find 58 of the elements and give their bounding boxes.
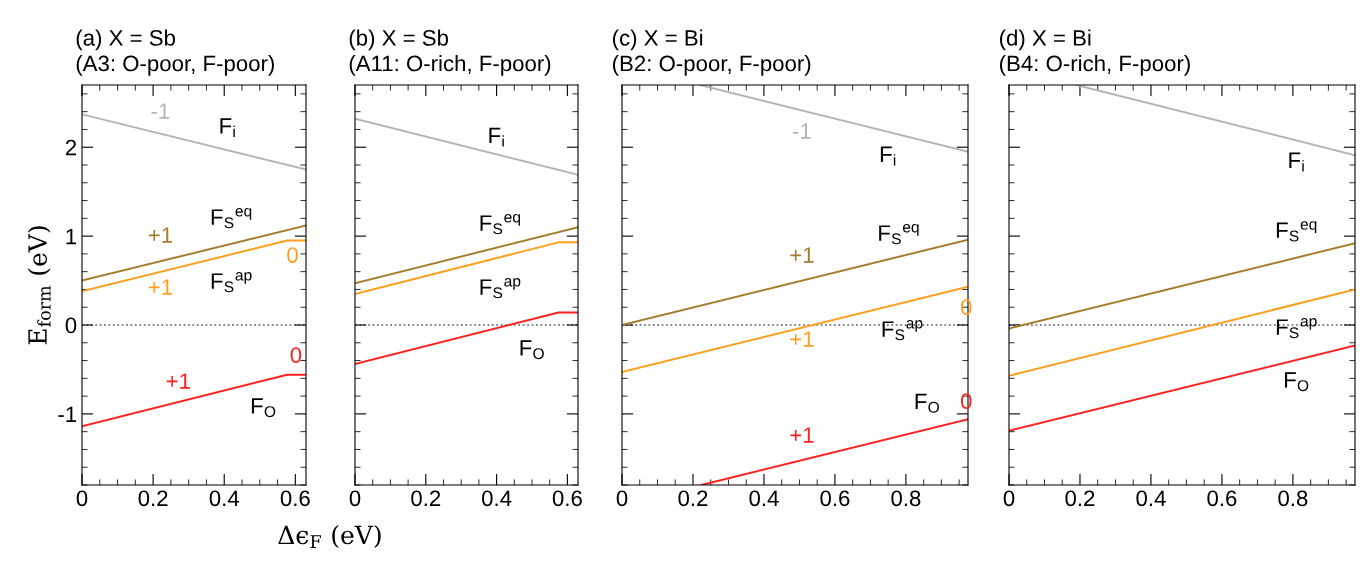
series-label: F$_{O}$ [520, 340, 544, 360]
x-tick-label: 0.4 [482, 490, 512, 507]
x-tick-label: 0.2 [138, 490, 168, 507]
x-tick-label: 0.2 [1065, 490, 1095, 507]
annotation: +1 [790, 331, 814, 347]
series-label: F$_{S}$$^{ap}$ [480, 278, 521, 299]
x-tick-label: 0.6 [552, 490, 582, 507]
annotation: -1 [793, 123, 811, 139]
chart-title: (d) X = Bi [1000, 29, 1091, 51]
chart-subtitle: (A11: O-rich, F-poor) [349, 55, 551, 76]
y-axis-title: E$_{form}$ (eV) [27, 226, 51, 345]
chart-subtitle: (B2: O-poor, F-poor) [613, 55, 811, 76]
y-tick-label: 2 [65, 139, 77, 156]
x-tick-label: 0.8 [891, 490, 921, 507]
series-label: F$_{i}$ [489, 127, 504, 147]
series-label: F$_{S}$$^{ap}$ [882, 320, 923, 341]
annotation: +1 [790, 427, 814, 443]
annotation: +1 [166, 373, 190, 389]
series-label: F$_{S}$$^{ap}$ [1276, 318, 1317, 339]
chart-subtitle: (B4: O-rich, F-poor) [1000, 55, 1190, 76]
chart-subtitle: (A3: O-poor, F-poor) [76, 55, 274, 76]
x-tick-label: 0 [76, 490, 88, 507]
series-label: F$_{i}$ [880, 146, 896, 166]
x-tick-label: 0.8 [1278, 490, 1308, 507]
x-tick-label: 0.6 [820, 490, 850, 507]
series-label: F$_{i}$ [220, 118, 235, 138]
x-tick-label: 0.2 [411, 490, 441, 507]
series-label: F$_{S}$$^{ap}$ [211, 272, 252, 293]
x-tick-label: 0 [616, 490, 628, 507]
y-tick-label: 1 [66, 228, 77, 245]
series-label: F$_{O}$ [251, 398, 276, 418]
x-tick-label: 0.4 [209, 490, 240, 507]
annotation: -1 [151, 103, 170, 119]
series-label: F$_{S}$$^{eq}$ [1276, 221, 1317, 242]
annotation: +1 [790, 247, 814, 263]
x-tick-label: 0.4 [1136, 490, 1166, 507]
x-tick-label: 0 [1003, 490, 1015, 507]
series-label: F$_{O}$ [915, 393, 939, 413]
series-label: F$_{S}$$^{eq}$ [480, 214, 520, 235]
series-label: F$_{S}$$^{eq}$ [211, 208, 252, 229]
chart-title: (b) X = Sb [349, 29, 449, 51]
series-label: F$_{O}$ [1285, 372, 1309, 392]
x-axis-title: Δϵ$_{F}$ (eV) [278, 525, 381, 548]
x-tick-label: 0 [349, 490, 361, 507]
annotation: +1 [148, 279, 172, 295]
chart-title: (a) X = Sb [76, 29, 176, 51]
series-label: F$_{S}$$^{eq}$ [879, 224, 919, 245]
x-tick-label: 0.6 [280, 490, 310, 507]
y-tick-label: 0 [65, 317, 77, 334]
annotation: 0 [287, 247, 298, 263]
x-tick-label: 0.6 [1207, 490, 1237, 507]
annotation: 0 [290, 347, 302, 363]
annotation: +1 [148, 227, 172, 243]
x-tick-label: 0.4 [749, 490, 779, 507]
chart-title: (c) X = Bi [613, 29, 703, 51]
series-label: F$_{i}$ [1289, 152, 1304, 172]
y-tick-label: -1 [58, 406, 77, 422]
x-tick-label: 0.2 [678, 490, 708, 507]
